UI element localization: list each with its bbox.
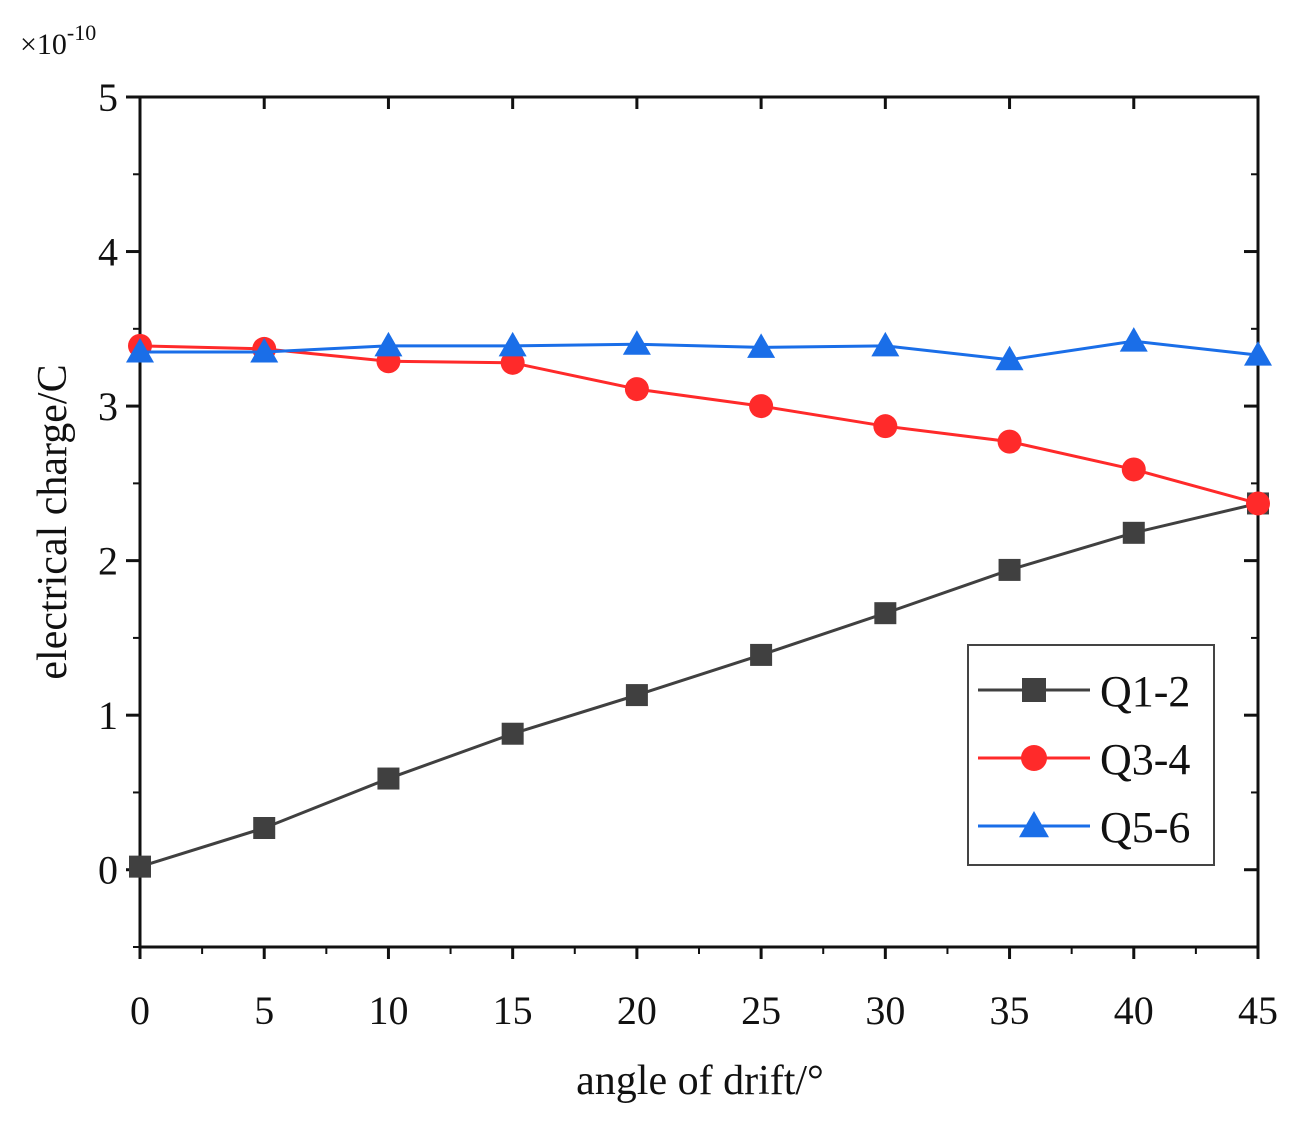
data-point	[374, 331, 403, 357]
data-point	[1121, 457, 1146, 482]
x-tick-label: 20	[617, 988, 657, 1033]
data-point	[500, 350, 525, 375]
y-tick-label: 2	[98, 539, 118, 584]
legend: Q1-2 Q3-4 Q5-6	[967, 644, 1215, 866]
x-tick-label: 10	[368, 988, 408, 1033]
legend-marker	[1022, 678, 1046, 702]
legend-label: Q3-4	[1100, 735, 1190, 784]
legend-label: Q5-6	[1100, 803, 1190, 852]
y-axis-title: electrical charge/C	[30, 364, 76, 679]
data-point	[749, 394, 774, 419]
data-point	[871, 331, 900, 357]
x-tick-label: 15	[493, 988, 533, 1033]
y-tick-label: 4	[98, 230, 118, 275]
data-point	[622, 330, 651, 355]
data-point	[874, 602, 897, 625]
data-point	[998, 558, 1021, 581]
series-q1-2	[129, 492, 1269, 878]
data-point	[253, 817, 276, 839]
data-point	[750, 643, 773, 666]
data-point	[1246, 491, 1270, 516]
series-q3-4	[128, 333, 1270, 516]
series-line	[139, 501, 1259, 869]
data-point	[747, 333, 776, 358]
y-tick-label: 1	[98, 693, 118, 738]
data-point	[995, 345, 1024, 371]
legend-label: Q1-2	[1100, 667, 1190, 716]
data-point	[1119, 327, 1148, 352]
data-point	[501, 722, 524, 745]
legend-box	[967, 644, 1215, 866]
data-point	[126, 338, 154, 363]
x-tick-label: 40	[1114, 988, 1154, 1033]
y-tick-label: 3	[98, 384, 118, 429]
data-point	[250, 338, 279, 363]
x-tick-label: 25	[741, 988, 781, 1033]
x-tick-label: 5	[254, 988, 274, 1033]
data-point	[624, 377, 649, 402]
data-point	[873, 414, 898, 439]
x-tick-label: 35	[990, 988, 1030, 1033]
y-tick-label: 0	[98, 848, 118, 893]
data-point	[377, 767, 400, 790]
data-point	[625, 684, 648, 707]
series-q5-6	[126, 327, 1272, 371]
data-point	[129, 855, 151, 878]
data-point	[1244, 341, 1272, 366]
data-point	[1122, 521, 1145, 544]
series-line	[139, 344, 1259, 505]
y-tick-label: 5	[98, 75, 118, 120]
y-multiplier: ×10-10	[20, 20, 96, 61]
data-point	[997, 429, 1022, 454]
legend-marker	[1019, 811, 1049, 838]
data-point	[498, 331, 527, 357]
x-tick-label: 30	[865, 988, 905, 1033]
x-tick-label: 0	[130, 988, 150, 1033]
legend-marker	[1021, 745, 1047, 771]
x-tick-label: 45	[1238, 988, 1278, 1033]
series-layer	[126, 327, 1272, 878]
x-axis-title: angle of drift/°	[576, 1058, 824, 1104]
series-line	[140, 339, 1259, 362]
